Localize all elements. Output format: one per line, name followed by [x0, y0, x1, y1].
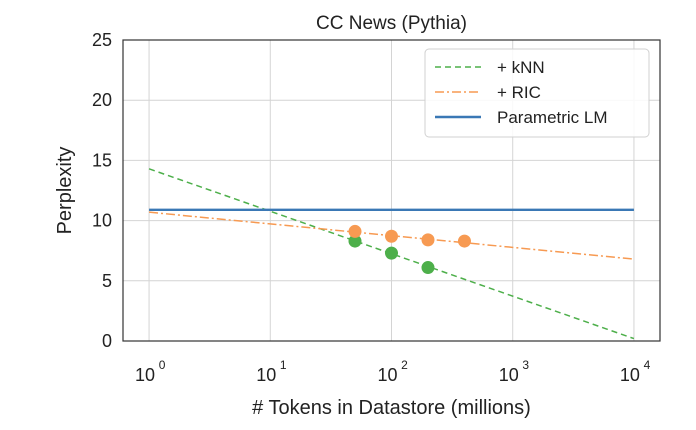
- y-tick-label: 10: [92, 211, 112, 231]
- series-0-point: [348, 234, 362, 248]
- x-tick-exponent: 3: [522, 358, 529, 372]
- plot-series: [148, 168, 635, 340]
- y-tick-label: 20: [92, 90, 112, 110]
- legend-label-0: + kNN: [497, 58, 545, 77]
- x-tick-exponent: 2: [401, 358, 408, 372]
- legend-box: [424, 48, 650, 138]
- y-tick-label: 25: [92, 30, 112, 50]
- series-1-point: [421, 233, 435, 247]
- x-tick-exponent: 0: [159, 358, 166, 372]
- y-tick-label: 15: [92, 150, 112, 170]
- x-axis-label: # Tokens in Datastore (millions): [252, 397, 531, 419]
- plot-frame: [122, 39, 661, 342]
- series-0-point: [385, 246, 398, 260]
- chart-title: CC News (Pythia): [316, 13, 467, 34]
- series-1-point: [457, 234, 471, 248]
- legend-label-1: + RIC: [497, 83, 541, 102]
- series-1-point: [385, 229, 398, 243]
- x-tick-label: 10: [499, 365, 519, 385]
- x-tick-label: 10: [377, 365, 397, 385]
- x-tick-label: 10: [620, 365, 640, 385]
- y-tick-label: 5: [102, 271, 112, 291]
- legend: + kNN + RIC Parametric LM: [424, 48, 650, 138]
- x-tick-exponent: 1: [280, 358, 287, 372]
- x-tick-label: 10: [256, 365, 276, 385]
- y-axis-label: Perplexity: [54, 147, 76, 235]
- x-tick-exponent: 4: [644, 358, 651, 372]
- legend-label-2: Parametric LM: [497, 108, 608, 127]
- series-1-point: [348, 224, 362, 238]
- x-tick-label: 10: [135, 365, 155, 385]
- series-line-0: [148, 168, 635, 340]
- series-0-point: [421, 261, 435, 275]
- y-tick-label: 0: [102, 331, 112, 351]
